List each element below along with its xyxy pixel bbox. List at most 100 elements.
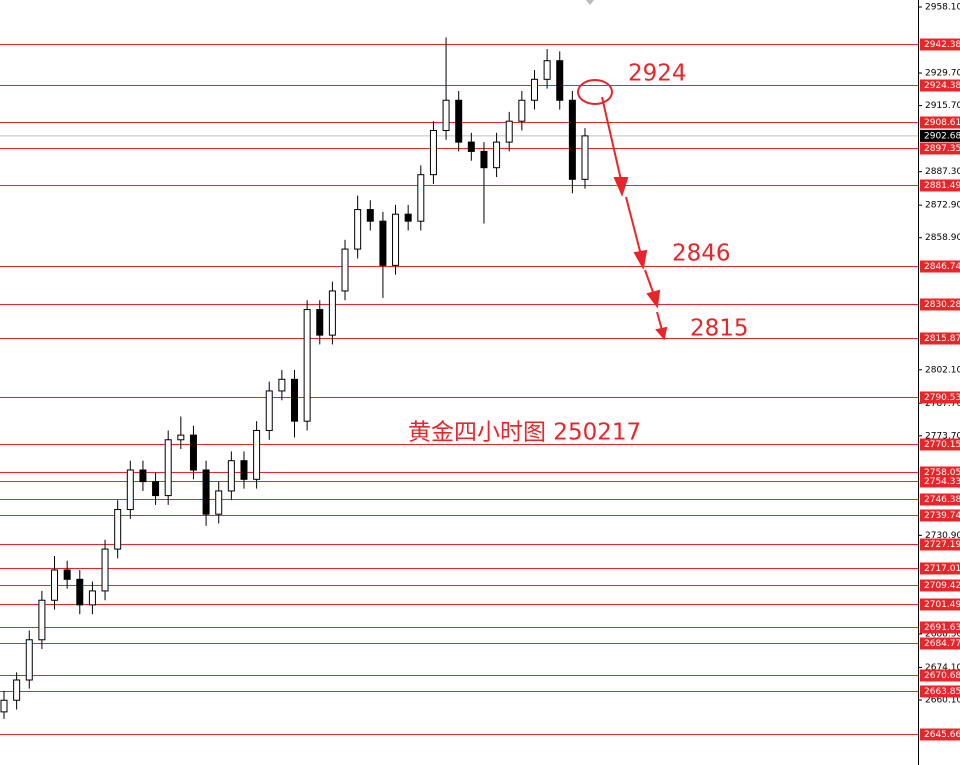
- level-label-box: [920, 391, 960, 404]
- chart-title: 黄金四小时图 250217: [408, 420, 641, 446]
- y-tick-label: 2887.30: [925, 167, 960, 177]
- level-label-box: [920, 509, 960, 522]
- candle-body: [467, 141, 475, 152]
- level-label-box: [920, 493, 960, 506]
- candle-body: [543, 60, 551, 80]
- candle-body: [392, 213, 400, 266]
- candle-body: [63, 569, 71, 580]
- candle-body: [455, 99, 463, 143]
- arrows: [601, 96, 668, 341]
- candle-body: [51, 569, 59, 601]
- candle-body: [278, 378, 286, 392]
- level-label: 2691.63: [924, 623, 960, 633]
- level-label-box: [920, 579, 960, 592]
- level-label-box: [920, 538, 960, 551]
- level-label-box: [920, 332, 960, 345]
- candle-body: [291, 378, 298, 422]
- y-tick-label: 2958.10: [925, 2, 960, 12]
- candle-body: [341, 248, 349, 292]
- candle-body: [101, 548, 109, 592]
- level-label: 2846.74: [924, 262, 960, 272]
- level-label-box: [920, 562, 960, 575]
- level-label-box: [920, 79, 960, 92]
- level-label: 2924.38: [924, 81, 960, 91]
- candle-body: [366, 209, 374, 222]
- candle-body: [442, 99, 450, 131]
- level-label: 2881.49: [924, 181, 960, 191]
- level-label-box: [920, 475, 960, 488]
- level-label: 2942.38: [924, 40, 960, 50]
- level-label-box: [920, 598, 960, 611]
- y-tick-label: 2787.70: [925, 399, 960, 409]
- candle-body: [189, 434, 197, 471]
- candle-body: [556, 60, 564, 101]
- level-label: 2701.49: [924, 600, 960, 610]
- arrow: [656, 311, 663, 331]
- arrow-head: [655, 326, 668, 341]
- y-tick-label: 2872.90: [925, 201, 960, 211]
- candle-body: [568, 99, 576, 180]
- annotation: 2815: [690, 316, 749, 342]
- candle-body: [265, 390, 273, 431]
- level-label: 2717.01: [924, 564, 960, 574]
- level-label: 2908.61: [924, 118, 960, 128]
- y-tick-label: 2915.70: [925, 101, 960, 111]
- candle-body: [0, 699, 8, 713]
- candle-body: [240, 460, 248, 480]
- level-label: 2739.74: [924, 511, 960, 521]
- candle-body: [202, 469, 210, 515]
- level-label-box: [920, 116, 960, 129]
- level-label: 2727.19: [924, 540, 960, 550]
- candle-body: [177, 434, 185, 441]
- level-label: 2684.77: [924, 639, 960, 649]
- level-label-box: [920, 685, 960, 698]
- candle-body: [76, 578, 84, 606]
- candle-body: [429, 129, 437, 176]
- candle-body: [227, 460, 235, 492]
- candle-body: [518, 99, 526, 122]
- arrow-head: [613, 177, 629, 197]
- level-label-box: [920, 142, 960, 155]
- level-label: 2770.15: [924, 440, 960, 450]
- level-label-box: [920, 637, 960, 650]
- candle-body: [493, 141, 501, 169]
- candle-body: [164, 439, 172, 497]
- level-label: 2663.85: [924, 687, 960, 697]
- y-tick-label: 2730.90: [925, 531, 960, 541]
- y-tick-label: 2688.50: [925, 629, 960, 639]
- candle-body: [139, 469, 147, 483]
- candle-body: [88, 590, 96, 606]
- level-label-box: [920, 621, 960, 634]
- y-tick-label: 2660.10: [925, 696, 960, 706]
- candle-body: [13, 679, 21, 701]
- level-label-box: [920, 38, 960, 51]
- candle-body: [215, 490, 223, 515]
- level-label-box: [920, 298, 960, 311]
- level-label: 2754.33: [924, 477, 960, 487]
- candle-body: [253, 429, 261, 480]
- candle-body: [404, 213, 412, 222]
- level-label: 2815.87: [924, 334, 960, 344]
- candle-body: [38, 599, 46, 641]
- level-label: 2897.35: [924, 144, 960, 154]
- candle-body: [505, 120, 513, 143]
- candle-body: [328, 290, 336, 336]
- level-label-box: [920, 669, 960, 682]
- arrow: [644, 269, 655, 296]
- candle-body: [303, 309, 311, 422]
- arrow: [625, 196, 642, 256]
- level-label-box: [920, 179, 960, 192]
- level-label: 2830.28: [924, 300, 960, 310]
- level-label-box: [920, 728, 960, 741]
- candle-body: [379, 220, 387, 266]
- y-tick-label: 2674.10: [925, 663, 960, 673]
- candle-body: [530, 78, 538, 101]
- arrow-head: [646, 289, 661, 309]
- level-label: 2746.38: [924, 495, 960, 505]
- plot: 2958.10 2929.70 2915.70 2887.30 2872.90 2858.…: [0, 2, 960, 741]
- level-label: 2790.53: [924, 393, 960, 403]
- candle-body: [316, 309, 324, 336]
- candle-body: [152, 481, 160, 497]
